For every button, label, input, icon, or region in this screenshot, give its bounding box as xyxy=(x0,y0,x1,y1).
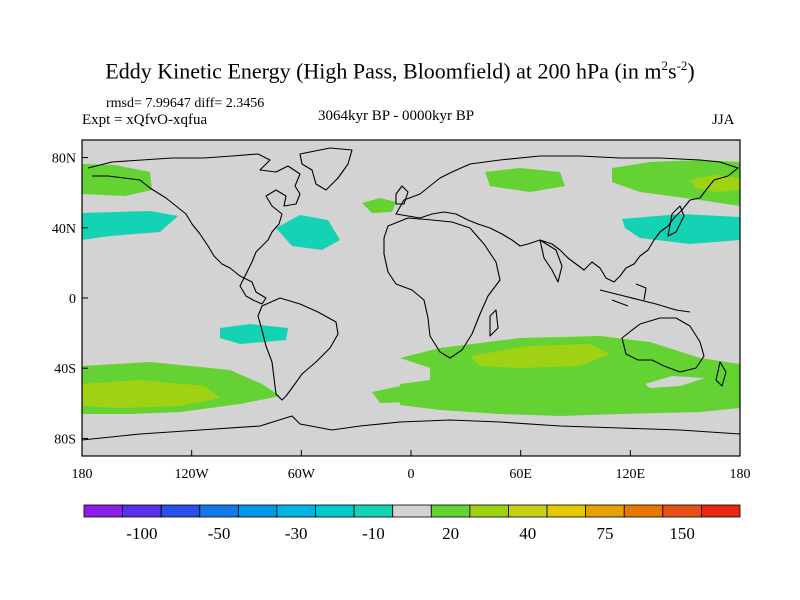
lat-tick-label: 0 xyxy=(69,292,76,307)
coast-new-zealand xyxy=(715,361,727,387)
coast-japan xyxy=(667,205,685,237)
colorbar-box xyxy=(276,504,316,518)
experiment-label: Expt = xQfvO-xqfua xyxy=(82,112,208,128)
coast-antarctica xyxy=(81,415,741,441)
yellow-region-n-pacific xyxy=(690,175,740,192)
colorbar-label: 75 xyxy=(596,524,613,543)
colorbar-box xyxy=(701,504,741,518)
colorbar-box xyxy=(160,504,201,518)
lat-tick-label: 40N xyxy=(52,222,76,237)
colorbar-box xyxy=(508,504,548,518)
axis-ticks: 180 120W 60W 0 60E 120E 180 80N 40N 0 40S 80S xyxy=(52,152,751,482)
colorbar-label: -30 xyxy=(285,524,308,543)
colorbar-label: -50 xyxy=(208,524,231,543)
colorbar-label: -10 xyxy=(362,524,385,543)
cyan-region-s-pacific xyxy=(220,324,288,344)
colorbar-label: 20 xyxy=(442,524,459,543)
lon-tick-label: 120E xyxy=(616,467,646,482)
lon-tick-label: 60E xyxy=(509,467,532,482)
coast-india xyxy=(539,239,563,283)
green-region-europe xyxy=(362,198,396,213)
colorbar-box xyxy=(469,504,509,518)
colorbar-box xyxy=(315,504,355,518)
colorbar-box xyxy=(546,504,587,518)
coast-africa xyxy=(383,217,501,359)
colorbar-box xyxy=(430,504,471,518)
stats-label: rmsd= 7.99647 diff= 2.3456 xyxy=(106,96,265,111)
lon-tick-label: 0 xyxy=(408,467,415,482)
colorbar-box xyxy=(122,504,162,518)
lon-tick-label: 180 xyxy=(730,467,751,482)
lon-tick-label: 120W xyxy=(175,467,210,482)
coast-eurasia xyxy=(395,155,739,283)
title-sup-2: -2 xyxy=(676,58,688,73)
colorbar-box xyxy=(237,504,278,518)
yellow-region-indian-ocean xyxy=(470,344,610,368)
colorbar-box xyxy=(353,504,394,518)
coast-maritime-continent xyxy=(599,283,691,313)
colorbar-box xyxy=(623,504,664,518)
title-sup-1: 2 xyxy=(661,58,669,73)
plot-title: Eddy Kinetic Energy (High Pass, Bloomfie… xyxy=(0,58,800,84)
green-region-n-atlantic xyxy=(485,168,565,192)
colorbar-box xyxy=(199,504,239,518)
colorbar-box xyxy=(83,504,123,518)
colorbar-label: 150 xyxy=(669,524,695,543)
lat-tick-label: 80S xyxy=(54,432,76,447)
period-label: 3064kyr BP - 0000kyr BP xyxy=(318,108,475,124)
colorbar-box xyxy=(392,504,432,518)
colorbar-label: -100 xyxy=(126,524,157,543)
coast-greenland xyxy=(299,147,353,191)
lon-tick-label: 180 xyxy=(72,467,93,482)
green-region-nw-pacific xyxy=(82,164,152,196)
anomaly-contours xyxy=(82,160,740,416)
lat-tick-label: 40S xyxy=(54,362,76,377)
coast-madagascar xyxy=(489,309,499,337)
colorbar: -100 -50 -30 -10 20 40 75 150 xyxy=(83,504,741,543)
cyan-region-n-atlantic xyxy=(276,215,340,250)
cyan-region-n-pacific xyxy=(82,211,178,240)
coast-australia xyxy=(621,317,705,373)
colorbar-box xyxy=(585,504,625,518)
colorbar-label: 40 xyxy=(519,524,536,543)
title-end: ) xyxy=(687,58,695,84)
title-mid: s xyxy=(668,58,677,84)
lat-tick-label: 80N xyxy=(52,152,76,167)
coast-south-america xyxy=(257,297,339,401)
title-text: Eddy Kinetic Energy (High Pass, Bloomfie… xyxy=(105,58,662,84)
coast-british-isles xyxy=(395,185,409,205)
yellow-region-s-pacific xyxy=(82,380,220,408)
season-label: JJA xyxy=(712,112,735,128)
green-region-n-pacific-east xyxy=(612,160,740,206)
colorbar-box xyxy=(662,504,702,518)
coast-north-america xyxy=(87,153,301,305)
lon-tick-label: 60W xyxy=(288,467,316,482)
cyan-region-nw-pacific xyxy=(622,214,740,244)
gray-gap-indian-ocean xyxy=(645,376,705,388)
coastlines xyxy=(81,147,741,441)
